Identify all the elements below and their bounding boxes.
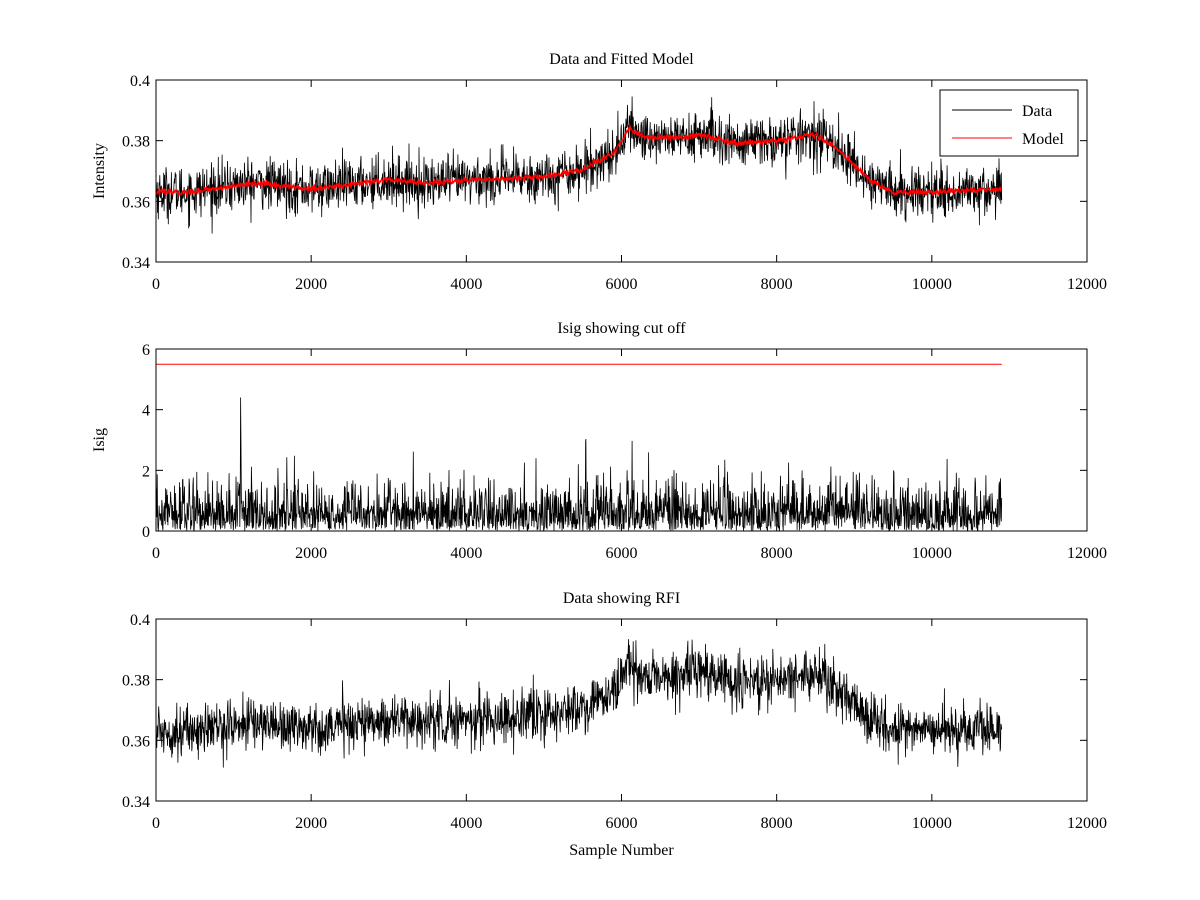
x-tick-label: 0 xyxy=(152,545,160,562)
y-tick-label: 0.38 xyxy=(122,134,150,151)
y-tick-label: 2 xyxy=(142,463,150,480)
series-line-model xyxy=(155,125,1002,198)
x-tick-label: 12000 xyxy=(1067,545,1107,562)
subplot-2: 0 2000 4000 6000 8000 10000 12000 0 2 4 6 Isig show… xyxy=(91,320,1107,562)
x-tick-label: 4000 xyxy=(450,276,482,293)
x-tick-label: 2000 xyxy=(295,276,327,293)
y-axis-label: Intensity xyxy=(91,143,108,199)
x-tick-label: 4000 xyxy=(450,545,482,562)
y-tick-label: 0.38 xyxy=(122,673,150,690)
chart-title: Data showing RFI xyxy=(563,590,680,607)
x-tick-label: 12000 xyxy=(1067,815,1107,832)
series-line-series-1 xyxy=(155,639,1003,768)
y-tick-label: 0.4 xyxy=(130,73,150,90)
legend-label-data: Data xyxy=(1022,103,1052,120)
x-tick-label: 4000 xyxy=(450,815,482,832)
y-tick-label: 6 xyxy=(142,342,150,359)
y-tick-label: 0.34 xyxy=(122,794,150,811)
y-tick-label: 0.4 xyxy=(130,612,150,629)
x-tick-label: 12000 xyxy=(1067,276,1107,293)
x-tick-label: 6000 xyxy=(606,276,638,293)
legend-box xyxy=(939,89,1079,157)
x-axis-label: Sample Number xyxy=(569,842,674,859)
chart-title: Isig showing cut off xyxy=(557,320,686,337)
series-line-data xyxy=(155,96,1003,234)
y-axis-label: Isig xyxy=(91,428,108,452)
x-tick-label: 10000 xyxy=(912,815,952,832)
x-tick-label: 2000 xyxy=(295,545,327,562)
x-tick-label: 8000 xyxy=(761,815,793,832)
legend: Data Model xyxy=(939,89,1079,157)
x-tick-label: 6000 xyxy=(606,815,638,832)
y-tick-label: 0.36 xyxy=(122,194,150,211)
subplot-1: 0 2000 4000 6000 8000 10000 12000 0.34 0.36 0.38 0… xyxy=(91,51,1107,293)
chart-title: Data and Fitted Model xyxy=(549,51,694,68)
x-tick-label: 8000 xyxy=(761,276,793,293)
y-tick-label: 0 xyxy=(142,524,150,541)
x-tick-label: 0 xyxy=(152,276,160,293)
x-tick-label: 10000 xyxy=(912,545,952,562)
x-tick-label: 2000 xyxy=(295,815,327,832)
x-tick-label: 10000 xyxy=(912,276,952,293)
x-tick-label: 0 xyxy=(152,815,160,832)
y-tick-label: 4 xyxy=(142,403,150,420)
axes-box xyxy=(155,618,1088,802)
subplot-3: 0 2000 4000 6000 8000 10000 12000 0.34 0.36 0.38 0… xyxy=(122,590,1107,859)
x-tick-label: 6000 xyxy=(606,545,638,562)
series-line-series-1 xyxy=(155,397,1003,532)
legend-label-model: Model xyxy=(1022,131,1064,148)
y-tick-label: 0.34 xyxy=(122,255,150,272)
y-tick-label: 0.36 xyxy=(122,733,150,750)
x-tick-label: 8000 xyxy=(761,545,793,562)
